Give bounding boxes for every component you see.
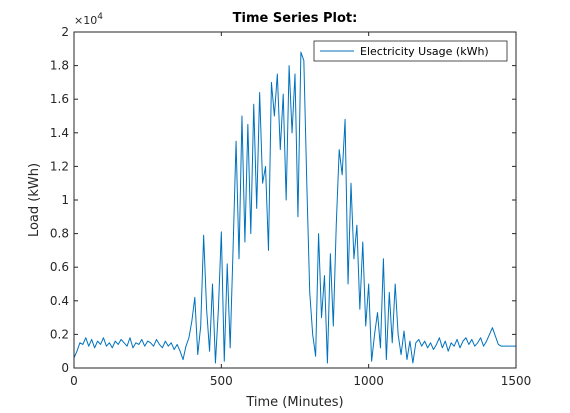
y-tick-label: 1.2 bbox=[50, 159, 69, 173]
x-axis-label: Time (Minutes) bbox=[245, 395, 343, 410]
x-tick-label: 500 bbox=[210, 374, 233, 388]
legend: Electricity Usage (kWh) bbox=[313, 40, 508, 62]
y-exponent-power: 4 bbox=[97, 12, 103, 22]
y-tick-label: 1 bbox=[61, 193, 69, 207]
plot-area: 0 500 1000 1500 0 0.2 0.4 0.6 0.8 1 1.2 1.4 1.6 1.8 2 bbox=[50, 25, 531, 388]
x-tick-label: 1000 bbox=[353, 374, 384, 388]
y-tick-label: 1.6 bbox=[50, 92, 69, 106]
x-tick-label: 0 bbox=[70, 374, 78, 388]
y-tick-label: 0.6 bbox=[50, 260, 69, 274]
y-tick-label: 0.4 bbox=[50, 294, 69, 308]
x-tick-label: 1500 bbox=[501, 374, 532, 388]
y-tick-label: 1.8 bbox=[50, 59, 69, 73]
x-axis-ticks: 0 500 1000 1500 bbox=[70, 32, 531, 388]
series-layer bbox=[74, 51, 516, 364]
y-axis-exponent: ×104 bbox=[74, 12, 103, 27]
y-tick-label: 0.8 bbox=[50, 227, 69, 241]
y-tick-label: 2 bbox=[61, 25, 69, 39]
legend-label: Electricity Usage (kWh) bbox=[360, 45, 489, 58]
y-tick-label: 0.2 bbox=[50, 327, 69, 341]
legend-box bbox=[313, 40, 508, 62]
series-line-electricity-usage bbox=[74, 51, 516, 364]
chart-title: Time Series Plot: bbox=[233, 11, 358, 26]
y-axis-ticks: 0 0.2 0.4 0.6 0.8 1 1.2 1.4 1.6 1.8 2 bbox=[50, 25, 516, 375]
y-exponent-base: ×10 bbox=[74, 14, 97, 27]
y-tick-label: 0 bbox=[61, 361, 69, 375]
y-tick-label: 1.4 bbox=[50, 126, 69, 140]
y-axis-label: Load (kWh) bbox=[27, 163, 42, 237]
